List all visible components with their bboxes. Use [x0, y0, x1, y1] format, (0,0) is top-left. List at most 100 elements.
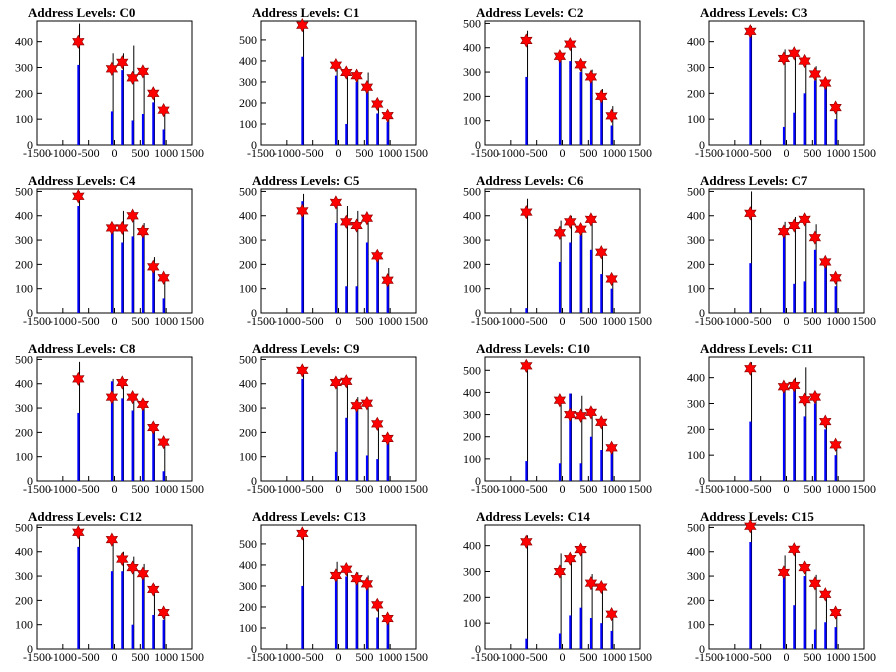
y-tick-label: 100 [463, 282, 481, 296]
star-marker [371, 597, 384, 613]
star-marker [777, 379, 791, 394]
y-tick-label: 0 [699, 138, 705, 152]
x-tick-label: 0 [112, 314, 118, 328]
blue-peak [301, 585, 304, 649]
x-tick-label: 0 [336, 650, 342, 664]
star-marker [381, 431, 394, 446]
x-tick-label: 0 [784, 146, 790, 160]
plot-frame [484, 20, 641, 146]
y-tick-label: 200 [15, 425, 33, 439]
y-tick-label: 400 [463, 385, 481, 399]
blue-peak [525, 638, 528, 649]
chart-panel: Address Levels: C14 0 100 200 300 400 -1500-10… [463, 509, 652, 664]
chart-panel: Address Levels: C70100200300400500-1500-… [687, 173, 876, 328]
y-tick-label: 0 [27, 474, 33, 488]
star-marker [136, 224, 150, 239]
plot-frame [484, 188, 641, 314]
y-tick-label: 300 [463, 565, 481, 579]
x-tick-label: 500 [579, 146, 597, 160]
y-tick-label: 400 [687, 35, 705, 49]
blue-peak [365, 585, 369, 649]
x-tick-label: -1000 [721, 146, 749, 160]
star-marker [520, 204, 533, 220]
y-tick-label: 200 [239, 425, 257, 439]
blue-peak [141, 403, 145, 481]
star-marker [553, 564, 567, 579]
y-tick-label: 500 [15, 352, 33, 366]
x-tick-label: 1000 [378, 314, 402, 328]
star-marker [574, 57, 587, 72]
blue-peak [131, 236, 134, 313]
y-tick-label: 400 [687, 209, 705, 223]
star-marker [605, 108, 618, 123]
star-marker [360, 211, 374, 226]
panel-title: Address Levels: C0 [28, 5, 135, 20]
star-marker [819, 587, 832, 602]
blue-peak [365, 455, 369, 481]
star-marker [819, 414, 832, 429]
x-tick-label: -1000 [273, 650, 301, 664]
y-tick-label: 0 [699, 642, 705, 656]
y-tick-label: 100 [687, 618, 705, 632]
panel-title: Address Levels: C10 [476, 341, 590, 356]
blue-peak [813, 80, 817, 145]
y-tick-label: 0 [251, 474, 257, 488]
star-marker [105, 61, 119, 76]
x-tick-label: -1500 [247, 482, 275, 496]
blue-peak [355, 580, 358, 649]
blue-peak [131, 410, 134, 481]
x-tick-label: 1500 [852, 314, 876, 328]
blue-peak [152, 268, 155, 313]
blue-peak [558, 261, 562, 313]
plot-frame [708, 188, 865, 314]
blue-peak [376, 617, 379, 649]
panel-title: Address Levels: C14 [476, 509, 590, 524]
x-tick-label: 0 [560, 314, 566, 328]
blue-peak [749, 36, 752, 145]
y-tick-label: 0 [27, 306, 33, 320]
x-tick-label: 1000 [602, 314, 626, 328]
x-tick-label: 500 [579, 482, 597, 496]
star-marker [744, 361, 757, 376]
blue-peak [77, 412, 80, 481]
x-tick-label: 1000 [826, 146, 850, 160]
star-marker [296, 203, 309, 219]
star-marker [777, 565, 791, 580]
chart-panel: Address Levels: C11 0 100 200 300 400 -1500-10… [687, 341, 876, 496]
x-tick-label: 0 [560, 482, 566, 496]
y-tick-label: 400 [463, 539, 481, 553]
blue-peak [589, 436, 593, 481]
star-marker [584, 575, 598, 591]
star-marker [147, 86, 160, 101]
x-tick-label: -1000 [497, 482, 525, 496]
x-tick-label: 1000 [602, 146, 626, 160]
blue-peak [365, 242, 369, 313]
y-tick-label: 100 [15, 618, 33, 632]
star-marker [808, 389, 822, 405]
x-tick-label: -1000 [497, 146, 525, 160]
y-tick-label: 300 [239, 75, 257, 89]
star-marker [605, 606, 618, 622]
x-tick-label: 1500 [852, 482, 876, 496]
x-tick-label: -500 [78, 146, 100, 160]
blue-peak [152, 614, 155, 649]
blue-peak [803, 93, 806, 145]
star-marker [136, 64, 150, 79]
x-tick-label: -500 [302, 650, 324, 664]
x-tick-label: 500 [355, 314, 373, 328]
y-tick-label: 400 [463, 41, 481, 55]
star-marker [116, 55, 129, 70]
blue-peak [162, 129, 165, 145]
blue-peak [610, 630, 613, 649]
y-tick-label: 200 [15, 257, 33, 271]
plot-frame [36, 524, 193, 650]
y-tick-label: 100 [239, 621, 257, 635]
x-tick-label: 500 [803, 650, 821, 664]
blue-peak [782, 576, 786, 649]
blue-peak [813, 629, 817, 649]
blue-peak [579, 607, 582, 649]
x-tick-label: 500 [579, 650, 597, 664]
y-tick-label: 300 [463, 65, 481, 79]
blue-peak [355, 403, 358, 481]
blue-peak [782, 126, 786, 145]
